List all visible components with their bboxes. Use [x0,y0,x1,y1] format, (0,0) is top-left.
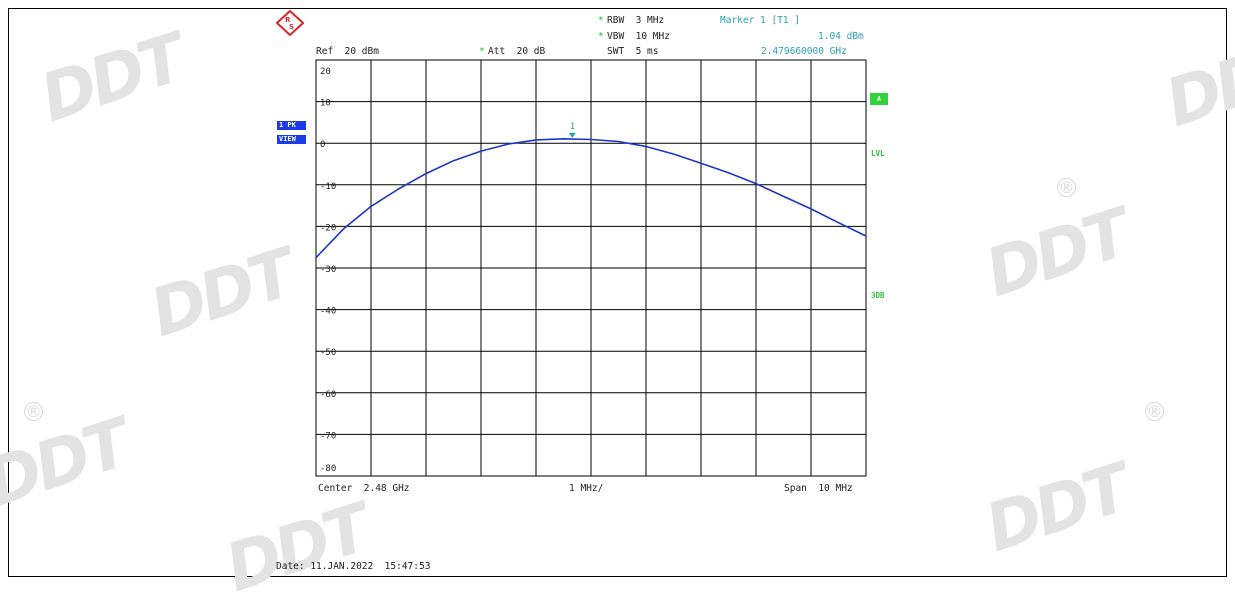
center-frequency-label: Center 2.48 GHz [318,483,410,494]
y-tick-label: -20 [320,223,336,233]
marker-frequency: 2.479660000 GHz [761,46,847,57]
y-tick-label: -80 [320,464,336,474]
trace-line [315,138,867,259]
3db-indicator: 3DB [871,291,885,300]
att-star-icon: * [479,46,485,57]
attenuation-label: Att 20 dB [488,46,546,57]
trace-mode-badge: 1 PK [277,121,306,130]
marker-1-label: 1 [570,122,575,132]
trace-view-badge: VIEW [277,135,306,144]
vbw-label: VBW 10 MHz [607,31,670,42]
rohde-schwarz-logo-icon: R S [276,10,304,36]
level-indicator: LVL [871,149,885,158]
marker-level: 1.04 dBm [818,31,864,42]
y-tick-label: 10 [320,99,331,109]
y-tick-label: -30 [320,265,336,275]
registered-icon: ® [1145,402,1164,421]
timestamp-label: Date: 11.JAN.2022 15:47:53 [276,561,431,572]
y-tick-label: -60 [320,390,336,400]
y-tick-label: -10 [320,182,336,192]
vbw-star-icon: * [598,31,604,42]
marker-title: Marker 1 [T1 ] [720,15,801,26]
y-tick-label: 20 [320,67,331,77]
y-tick-label: -70 [320,431,336,441]
svg-text:S: S [289,23,294,31]
marker-1-icon [568,132,576,138]
svg-text:R: R [285,16,291,24]
registered-icon: ® [24,402,43,421]
y-tick-label: -40 [320,307,336,317]
trace-a-badge: A [870,93,888,105]
ref-level-label: Ref 20 dBm [316,46,379,57]
registered-icon: ® [1057,178,1076,197]
y-tick-label: -50 [320,348,336,358]
sweep-time-label: SWT 5 ms [607,46,659,57]
spectrum-plot: 20 10 0 -10 -20 -30 -40 -50 -60 -70 -80 1 [315,59,867,477]
report-frame [8,8,1227,577]
span-label: Span 10 MHz [784,483,853,494]
per-division-label: 1 MHz/ [569,483,604,494]
rbw-star-icon: * [598,15,604,26]
y-tick-label: 0 [320,140,325,150]
rbw-label: RBW 3 MHz [607,15,665,26]
